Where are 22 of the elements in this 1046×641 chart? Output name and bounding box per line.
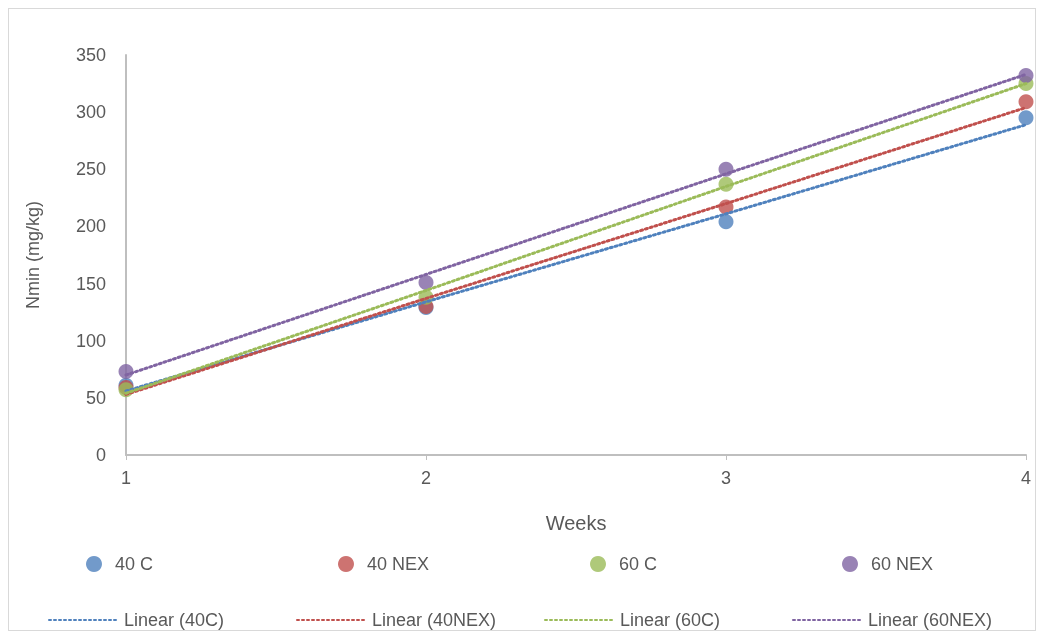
y-tick-label: 150 xyxy=(75,273,106,294)
y-tick-label: 250 xyxy=(75,159,106,180)
x-axis-title: Weeks xyxy=(545,512,607,534)
legend-label: Linear (40NEX) xyxy=(372,610,497,630)
legend-label: 40 C xyxy=(115,554,154,574)
x-tick-label: 2 xyxy=(420,468,432,488)
x-tick-label: 3 xyxy=(720,468,732,488)
y-tick-label: 200 xyxy=(75,216,106,237)
y-axis-title: Nmin (mg/kg) xyxy=(23,200,43,310)
legend-label: 40 NEX xyxy=(367,554,430,574)
y-tick-label: 0 xyxy=(95,445,106,465)
x-tick-label: 1 xyxy=(120,468,132,488)
x-tick-label: 4 xyxy=(1020,468,1032,488)
legend-label: 60 NEX xyxy=(871,554,934,574)
legend-label: Linear (60C) xyxy=(620,610,721,630)
legend-label: Linear (40C) xyxy=(124,610,225,630)
y-tick-label: 350 xyxy=(75,45,106,65)
y-tick-label: 50 xyxy=(85,387,106,408)
legend-label: Linear (60NEX) xyxy=(868,610,993,630)
y-tick-label: 300 xyxy=(75,102,106,123)
y-tick-label: 100 xyxy=(75,330,106,351)
legend-label: 60 C xyxy=(619,554,658,574)
